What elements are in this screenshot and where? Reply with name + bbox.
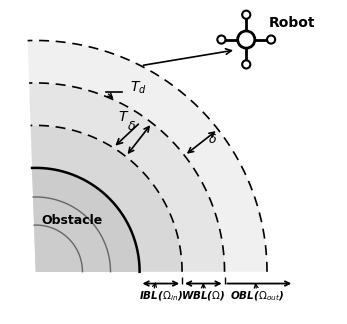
Circle shape bbox=[238, 31, 255, 48]
Circle shape bbox=[242, 11, 250, 19]
Text: $\delta$: $\delta$ bbox=[209, 133, 218, 146]
Text: $T$: $T$ bbox=[118, 110, 129, 124]
Wedge shape bbox=[32, 168, 139, 272]
Text: Obstacle: Obstacle bbox=[41, 214, 102, 227]
Circle shape bbox=[242, 60, 250, 68]
Text: $T_d$: $T_d$ bbox=[129, 79, 146, 96]
Circle shape bbox=[217, 36, 226, 44]
Text: $\delta$: $\delta$ bbox=[127, 121, 136, 133]
Circle shape bbox=[267, 36, 275, 44]
Text: WBL($\Omega$): WBL($\Omega$) bbox=[181, 289, 226, 302]
Wedge shape bbox=[29, 83, 225, 272]
Wedge shape bbox=[32, 168, 139, 272]
Text: Robot: Robot bbox=[269, 16, 315, 30]
Text: IBL($\Omega_{in}$): IBL($\Omega_{in}$) bbox=[139, 289, 183, 303]
Wedge shape bbox=[28, 40, 267, 272]
Text: OBL($\Omega_{out}$): OBL($\Omega_{out}$) bbox=[230, 289, 284, 303]
Wedge shape bbox=[31, 125, 182, 272]
